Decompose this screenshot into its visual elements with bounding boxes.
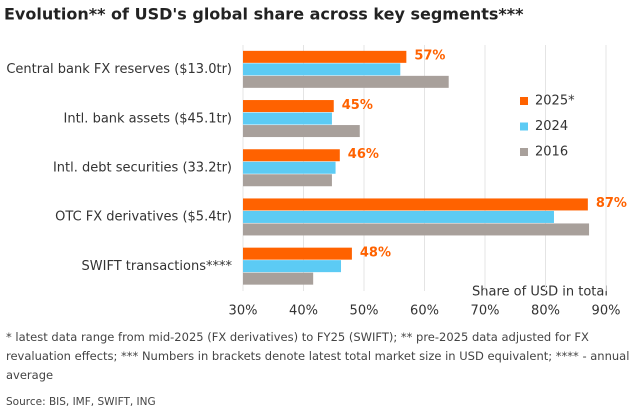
x-axis-title: Share of USD in total (472, 285, 608, 300)
bar (243, 50, 407, 63)
x-tick-label: 80% (531, 304, 560, 319)
y-tick-label: Intl. bank assets ($45.1tr) (64, 111, 232, 126)
value-label: 87% (596, 196, 627, 211)
source: Source: BIS, IMF, SWIFT, ING (6, 396, 156, 408)
legend-swatch (520, 97, 528, 105)
legend-swatch (520, 148, 528, 156)
y-tick-label: OTC FX derivatives ($5.4tr) (55, 210, 232, 225)
bar (243, 272, 314, 285)
chart: Evolution** of USD's global share across… (4, 5, 627, 319)
value-label: 57% (414, 49, 445, 64)
value-label: 45% (342, 98, 373, 113)
bar (243, 247, 352, 260)
bar (243, 63, 401, 76)
legend-swatch (520, 122, 528, 131)
legend-label: 2025* (535, 94, 575, 109)
x-tick-label: 30% (229, 304, 258, 319)
footnote: * latest data range from mid-2025 (FX de… (6, 330, 630, 382)
bar (243, 112, 332, 125)
bar (243, 125, 360, 138)
chart-title: Evolution** of USD's global share across… (4, 5, 524, 24)
x-tick-label: 60% (410, 304, 439, 319)
bar (243, 161, 336, 174)
y-tick-label: Central bank FX reserves ($13.0tr) (6, 62, 232, 77)
bar (243, 75, 449, 88)
value-label: 48% (360, 245, 391, 260)
bar (243, 223, 590, 236)
x-tick-label: 50% (350, 304, 379, 319)
bar (243, 149, 340, 162)
legend-label: 2024 (535, 119, 568, 134)
bar (243, 174, 332, 187)
y-tick-label: SWIFT transactions**** (82, 259, 233, 274)
bar (243, 260, 342, 273)
y-tick-label: Intl. debt securities (33.2tr) (53, 161, 232, 176)
bar (243, 100, 334, 113)
value-label: 46% (348, 147, 379, 162)
x-tick-label: 40% (289, 304, 318, 319)
bar (243, 198, 588, 211)
x-tick-label: 70% (471, 304, 500, 319)
legend-label: 2016 (535, 145, 568, 160)
x-tick-label: 90% (592, 304, 621, 319)
bar (243, 210, 554, 223)
